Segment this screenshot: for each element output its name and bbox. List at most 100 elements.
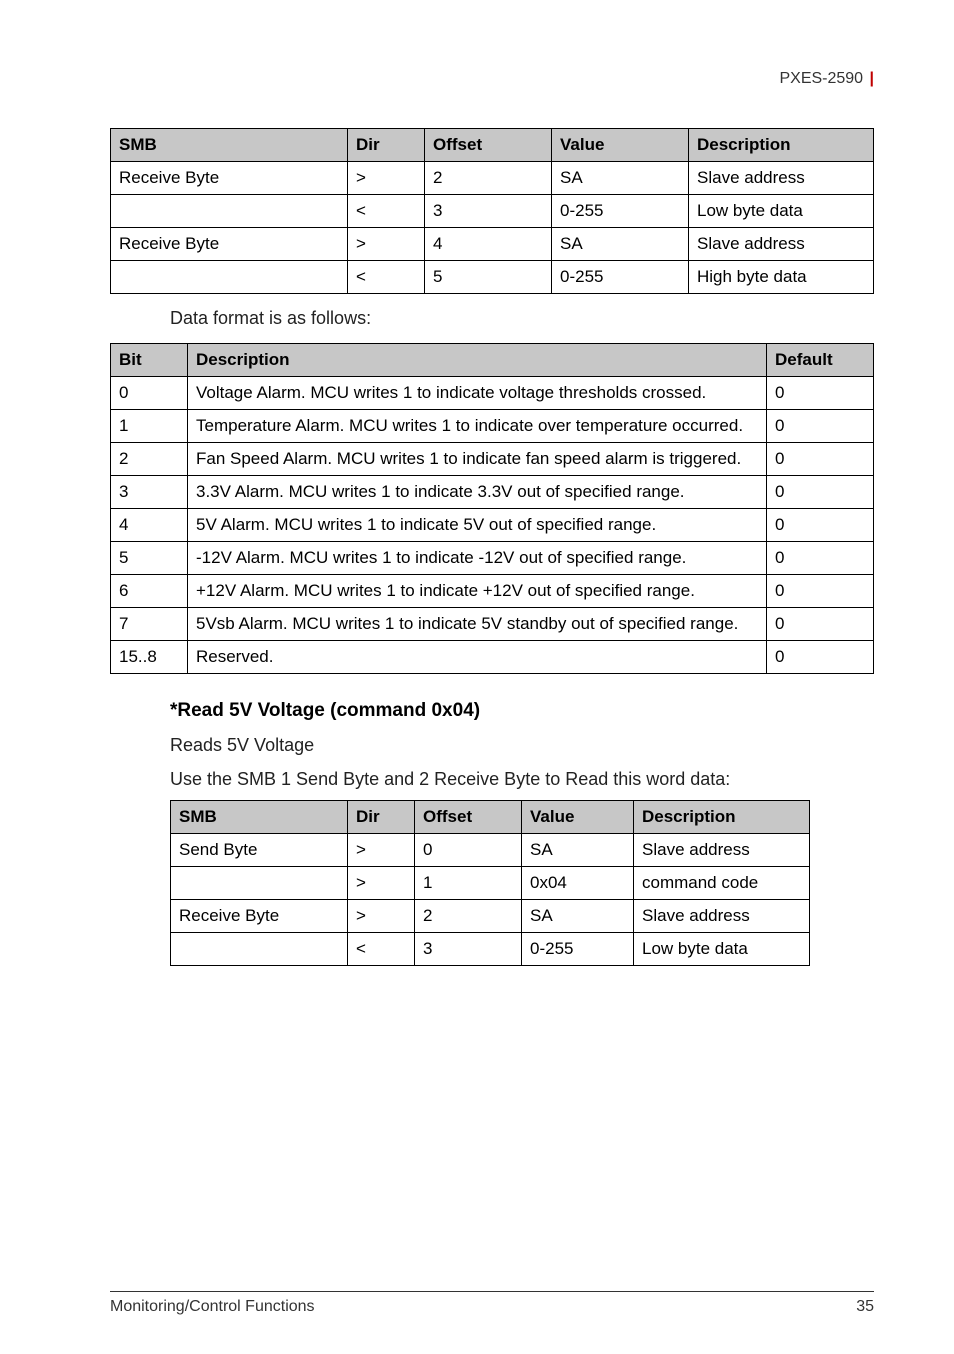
page-footer: Monitoring/Control Functions 35 — [110, 1291, 874, 1316]
cell: > — [348, 900, 415, 933]
cell: Slave address — [634, 834, 810, 867]
table-row: < 3 0-255 Low byte data — [171, 933, 810, 966]
cell: 0 — [415, 834, 522, 867]
col-offset: Offset — [415, 801, 522, 834]
cell: 0 — [767, 608, 874, 641]
bits-table: Bit Description Default 0 Voltage Alarm.… — [110, 343, 874, 674]
col-smb: SMB — [171, 801, 348, 834]
table-row: 3 3.3V Alarm. MCU writes 1 to indicate 3… — [111, 476, 874, 509]
body-text-2: Use the SMB 1 Send Byte and 2 Receive By… — [170, 766, 874, 792]
table-row: 1 Temperature Alarm. MCU writes 1 to ind… — [111, 410, 874, 443]
cell: 2 — [111, 443, 188, 476]
cell: SA — [522, 834, 634, 867]
cell — [171, 933, 348, 966]
cell: SA — [552, 228, 689, 261]
cell: 5V Alarm. MCU writes 1 to indicate 5V ou… — [188, 509, 767, 542]
col-dir: Dir — [348, 801, 415, 834]
cell: SA — [522, 900, 634, 933]
cell: < — [348, 195, 425, 228]
cell: 3 — [415, 933, 522, 966]
cell: > — [348, 162, 425, 195]
cell: 0 — [767, 575, 874, 608]
table-row: < 5 0-255 High byte data — [111, 261, 874, 294]
cell: Temperature Alarm. MCU writes 1 to indic… — [188, 410, 767, 443]
col-description: Description — [634, 801, 810, 834]
cell: Reserved. — [188, 641, 767, 674]
cell: 0 — [767, 410, 874, 443]
table-row: Receive Byte > 2 SA Slave address — [171, 900, 810, 933]
smb-table-2: SMB Dir Offset Value Description Send By… — [170, 800, 810, 966]
cell — [111, 261, 348, 294]
col-dir: Dir — [348, 129, 425, 162]
col-value: Value — [522, 801, 634, 834]
col-bit: Bit — [111, 344, 188, 377]
cell: High byte data — [689, 261, 874, 294]
table-row: < 3 0-255 Low byte data — [111, 195, 874, 228]
cell: Receive Byte — [111, 228, 348, 261]
table-row: 4 5V Alarm. MCU writes 1 to indicate 5V … — [111, 509, 874, 542]
cell: 2 — [415, 900, 522, 933]
cell: 3 — [111, 476, 188, 509]
cell: < — [348, 261, 425, 294]
col-description: Description — [188, 344, 767, 377]
cell: 5 — [111, 542, 188, 575]
col-default: Default — [767, 344, 874, 377]
header-bar: | — [865, 70, 874, 87]
cell: 5 — [425, 261, 552, 294]
cell: Fan Speed Alarm. MCU writes 1 to indicat… — [188, 443, 767, 476]
cell: 0-255 — [552, 261, 689, 294]
table-row: Receive Byte > 4 SA Slave address — [111, 228, 874, 261]
table-row: 15..8 Reserved. 0 — [111, 641, 874, 674]
cell: 4 — [111, 509, 188, 542]
cell: -12V Alarm. MCU writes 1 to indicate -12… — [188, 542, 767, 575]
cell: > — [348, 228, 425, 261]
footer-page-number: 35 — [856, 1298, 874, 1316]
cell: 0 — [767, 443, 874, 476]
cell: 0-255 — [522, 933, 634, 966]
cell: Receive Byte — [111, 162, 348, 195]
cell: 0 — [111, 377, 188, 410]
cell: Voltage Alarm. MCU writes 1 to indicate … — [188, 377, 767, 410]
table-row: 7 5Vsb Alarm. MCU writes 1 to indicate 5… — [111, 608, 874, 641]
footer-left: Monitoring/Control Functions — [110, 1298, 315, 1316]
table-row: Send Byte > 0 SA Slave address — [171, 834, 810, 867]
cell: > — [348, 834, 415, 867]
table-row: 6 +12V Alarm. MCU writes 1 to indicate +… — [111, 575, 874, 608]
table-row: 2 Fan Speed Alarm. MCU writes 1 to indic… — [111, 443, 874, 476]
cell: 1 — [111, 410, 188, 443]
cell: 1 — [415, 867, 522, 900]
cell: 0 — [767, 509, 874, 542]
cell: Low byte data — [689, 195, 874, 228]
cell: 0 — [767, 476, 874, 509]
cell: 0 — [767, 377, 874, 410]
cell — [111, 195, 348, 228]
cell: 7 — [111, 608, 188, 641]
body-text-1: Reads 5V Voltage — [170, 732, 874, 758]
cell: 5Vsb Alarm. MCU writes 1 to indicate 5V … — [188, 608, 767, 641]
table-row: Receive Byte > 2 SA Slave address — [111, 162, 874, 195]
cell: Send Byte — [171, 834, 348, 867]
caption-data-format: Data format is as follows: — [170, 308, 874, 329]
cell: command code — [634, 867, 810, 900]
col-smb: SMB — [111, 129, 348, 162]
cell: 0 — [767, 542, 874, 575]
cell: 2 — [425, 162, 552, 195]
model-label: PXES-2590 — [779, 70, 863, 87]
col-description: Description — [689, 129, 874, 162]
cell: > — [348, 867, 415, 900]
cell: Slave address — [634, 900, 810, 933]
cell: 0-255 — [552, 195, 689, 228]
cell: +12V Alarm. MCU writes 1 to indicate +12… — [188, 575, 767, 608]
section-title: *Read 5V Voltage (command 0x04) — [170, 700, 874, 722]
cell: 0x04 — [522, 867, 634, 900]
cell: Low byte data — [634, 933, 810, 966]
cell: 4 — [425, 228, 552, 261]
cell: 3.3V Alarm. MCU writes 1 to indicate 3.3… — [188, 476, 767, 509]
cell: Slave address — [689, 228, 874, 261]
cell: 0 — [767, 641, 874, 674]
table-row: > 1 0x04 command code — [171, 867, 810, 900]
cell: SA — [552, 162, 689, 195]
cell: 3 — [425, 195, 552, 228]
cell — [171, 867, 348, 900]
col-offset: Offset — [425, 129, 552, 162]
